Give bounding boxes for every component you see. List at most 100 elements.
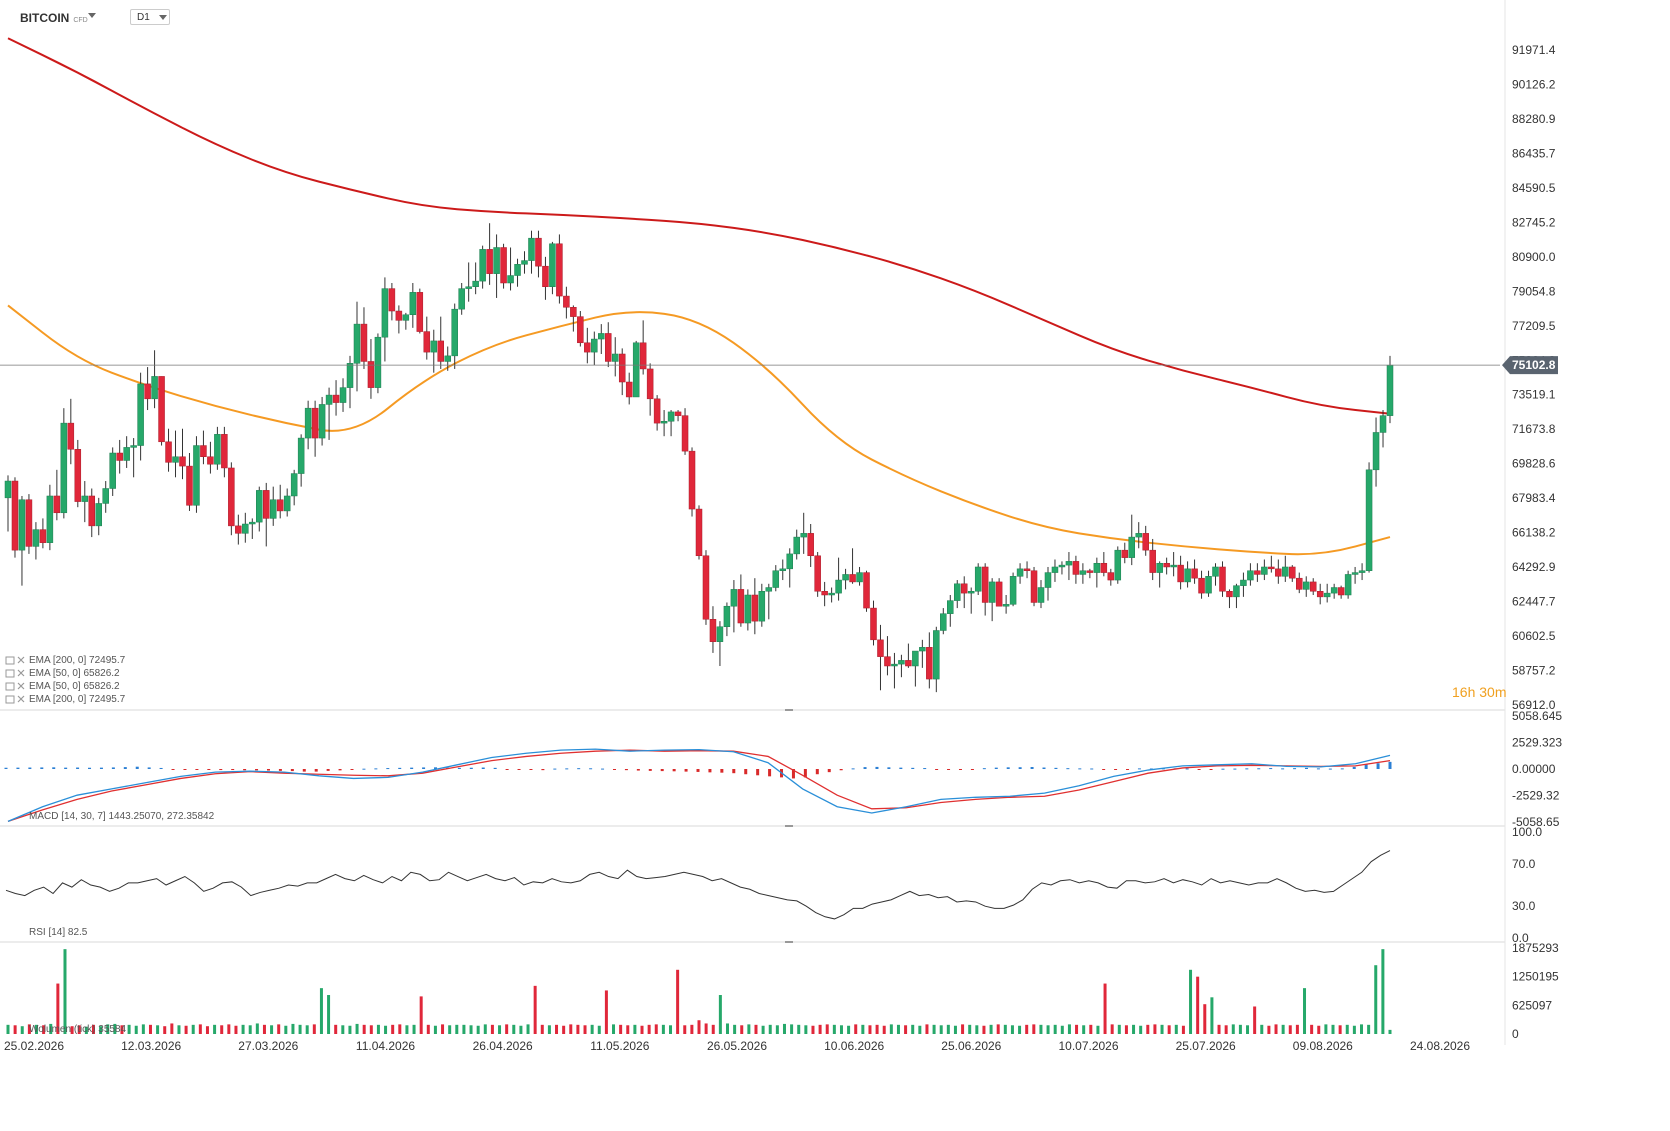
macd-histogram-bar: [481, 767, 485, 769]
macd-histogram-bar: [708, 769, 712, 773]
rsi-label: RSI [14] 82.5: [29, 927, 88, 938]
macd-histogram-bar: [589, 768, 593, 770]
bear-candle: [653, 398, 661, 424]
volume-bar: [419, 996, 423, 1034]
bull-candle: [1323, 592, 1331, 598]
timeframe-select[interactable]: D1: [130, 9, 170, 25]
macd-histogram-bar: [1102, 769, 1106, 770]
macd-histogram-bar: [219, 769, 223, 771]
macd-histogram-bar: [1137, 768, 1141, 770]
price-tick-label: 73519.1: [1512, 388, 1556, 402]
bull-candle: [479, 249, 486, 282]
volume-bar: [747, 1024, 751, 1034]
bull-candle: [598, 333, 605, 340]
bull-candle: [758, 591, 766, 622]
macd-histogram-bar: [660, 769, 664, 772]
legend-close-icon: [17, 682, 25, 690]
bear-candle: [144, 383, 151, 400]
volume-bar: [1281, 1024, 1285, 1034]
date-tick-label: 26.04.2026: [473, 1039, 533, 1053]
legend-entry: EMA [200, 0] 72495.7: [29, 694, 126, 705]
volume-bar: [704, 1023, 708, 1034]
volume-bar: [1167, 1025, 1171, 1034]
macd-histogram-bar: [386, 768, 390, 770]
bull-candle: [591, 338, 598, 353]
bear-candle: [207, 456, 214, 465]
volume-bar: [547, 1025, 551, 1034]
volume-bar: [1174, 1024, 1178, 1034]
volume-bar: [1331, 1024, 1335, 1034]
panel-resize-handle: [785, 709, 793, 711]
volume-bar: [13, 1025, 17, 1034]
bull-candle: [1016, 568, 1024, 577]
volume-bar: [1189, 969, 1193, 1034]
volume-bar: [1146, 1024, 1150, 1034]
bull-candle: [46, 495, 54, 543]
volume-bar: [519, 1025, 523, 1034]
volume-bar: [861, 1024, 865, 1034]
volume-bar: [1374, 965, 1378, 1034]
bear-candle: [388, 288, 396, 312]
volume-bar: [619, 1024, 623, 1034]
volume-bar: [911, 1024, 915, 1034]
bull-candle: [381, 288, 389, 338]
bull-candle: [1170, 564, 1177, 568]
bull-candle: [451, 308, 458, 357]
bull-candle: [828, 592, 835, 596]
bull-candle: [297, 437, 305, 474]
macd-histogram-bar: [278, 769, 282, 771]
macd-histogram-bar: [1221, 768, 1225, 770]
bear-candle: [814, 555, 821, 592]
volume-bar: [56, 983, 60, 1034]
bear-candle: [1107, 572, 1115, 581]
bull-candle: [730, 589, 738, 607]
legend-entry: EMA [200, 0] 72495.7: [29, 655, 126, 666]
macd-histogram-bar: [923, 768, 927, 770]
macd-histogram-bar: [1269, 768, 1273, 770]
bull-candle: [242, 523, 249, 534]
bull-candle: [1358, 570, 1366, 573]
legend-entry: EMA [50, 0] 65826.2: [29, 668, 120, 679]
symbol-dropdown-icon[interactable]: [88, 13, 96, 18]
bear-candle: [849, 574, 856, 583]
volume-bar: [811, 1025, 815, 1034]
volume-panel: 1875293 1250195 625097 0 Wolumen (tick) 3558…: [6, 941, 1559, 1041]
volume-bar: [583, 1025, 587, 1034]
timeframe-value: D1: [137, 12, 150, 23]
volume-tick-label: 625097: [1512, 998, 1552, 1012]
price-tick-label: 69828.6: [1512, 457, 1556, 471]
macd-histogram-bar: [243, 769, 247, 771]
volume-bar: [540, 1024, 544, 1034]
macd-histogram-bar: [1340, 768, 1344, 770]
volume-bar: [1053, 1024, 1057, 1034]
price-tick-label: 90126.2: [1512, 77, 1556, 91]
volume-bar: [70, 1026, 74, 1034]
bull-candle: [988, 581, 996, 603]
legend: EMA [200, 0] 72495.7 EMA [50, 0] 65826.2 E…: [5, 655, 126, 705]
volume-bar: [127, 1024, 131, 1034]
bull-candle: [786, 553, 793, 570]
bull-candle: [346, 363, 354, 388]
volume-bar: [896, 1024, 900, 1034]
bear-candle: [367, 361, 375, 388]
macd-histogram-bar: [1066, 768, 1070, 770]
date-tick-label: 25.06.2026: [941, 1039, 1001, 1053]
volume-bar: [1096, 1025, 1100, 1034]
bull-candle: [1184, 568, 1191, 583]
macd-histogram-bar: [99, 767, 103, 769]
bear-candle: [618, 353, 626, 383]
ema200-line: [7, 37, 1391, 415]
symbol-type: CFD: [73, 17, 88, 24]
macd-histogram-bar: [982, 768, 986, 770]
macd-panel: 5058.645 2529.323 0.00000 -2529.32 -5058.65 M…: [4, 709, 1562, 829]
legend-entry: EMA [50, 0] 65826.2: [29, 681, 120, 692]
price-tick-label: 67983.4: [1512, 491, 1556, 505]
macd-histogram-bar: [958, 769, 962, 770]
bear-candle: [74, 449, 82, 502]
volume-bar: [953, 1025, 957, 1034]
macd-histogram-bar: [64, 767, 68, 769]
volume-bar: [1367, 1024, 1371, 1034]
volume-bar: [1317, 1025, 1321, 1034]
symbol-selector[interactable]: BITCOIN CFD: [20, 11, 88, 25]
